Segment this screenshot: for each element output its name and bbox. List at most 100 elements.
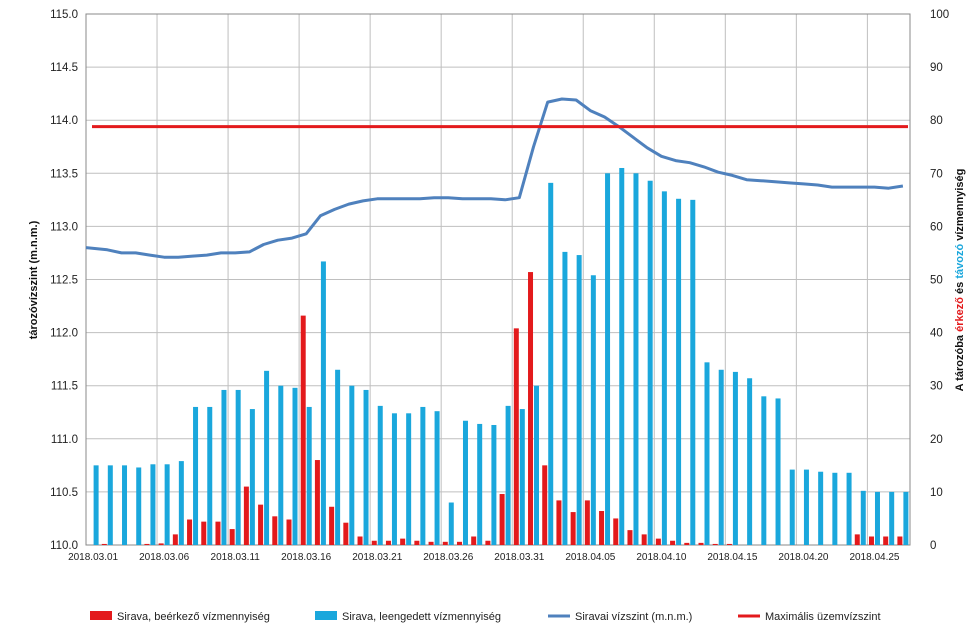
outflow-bar <box>903 491 909 545</box>
right-axis-title-part: vízmennyiség <box>954 169 966 244</box>
outflow-bar <box>789 469 795 545</box>
inflow-bar <box>854 534 860 545</box>
left-tick-label: 115.0 <box>50 9 78 21</box>
inflow-bar <box>357 536 363 545</box>
legend-swatch <box>315 611 337 620</box>
inflow-bar <box>371 540 377 545</box>
right-axis-title-part: érkező <box>954 297 966 332</box>
inflow-bar <box>428 541 434 545</box>
outflow-bar <box>462 420 468 545</box>
right-axis-title-part: A tározóba <box>954 332 966 392</box>
outflow-bar <box>221 389 227 545</box>
left-tick-label: 111.5 <box>51 381 78 393</box>
inflow-bar <box>442 541 448 545</box>
outflow-bar <box>803 469 809 545</box>
right-tick-label: 0 <box>930 540 936 552</box>
x-tick-label: 2018.03.21 <box>352 552 402 563</box>
right-tick-label: 50 <box>930 275 943 287</box>
inflow-bar <box>684 542 690 545</box>
inflow-bar <box>385 540 391 545</box>
outflow-bar <box>235 389 241 545</box>
outflow-bar <box>391 413 397 545</box>
outflow-bar <box>193 406 199 545</box>
outflow-bar <box>548 182 554 545</box>
right-tick-label: 90 <box>930 62 943 74</box>
outflow-bar <box>491 424 497 545</box>
outflow-bar <box>249 409 255 545</box>
right-tick-label: 40 <box>930 328 943 340</box>
outflow-bar <box>690 199 696 545</box>
outflow-bar <box>136 467 142 545</box>
left-tick-label: 114.0 <box>50 115 78 127</box>
inflow-bar <box>542 465 548 545</box>
left-tick-label: 113.5 <box>50 168 78 180</box>
inflow-bar <box>229 529 235 545</box>
legend-label: Maximális üzemvízszint <box>765 611 881 623</box>
right-tick-label: 20 <box>930 434 943 446</box>
outflow-bar <box>704 362 710 545</box>
outflow-bar <box>846 472 852 545</box>
outflow-bar <box>718 369 724 545</box>
outflow-bar <box>434 411 440 545</box>
outflow-bar <box>747 378 753 545</box>
inflow-bar <box>187 519 193 545</box>
inflow-bar <box>243 486 249 545</box>
legend-label: Siravai vízszint (m.n.m.) <box>575 611 692 623</box>
outflow-bar <box>633 173 639 546</box>
inflow-bar <box>627 530 633 545</box>
outflow-bar <box>647 180 653 545</box>
x-tick-label: 2018.03.06 <box>139 552 189 563</box>
inflow-bar <box>300 315 306 545</box>
outflow-bar <box>278 385 284 545</box>
outflow-bar <box>818 471 824 545</box>
outflow-bar <box>761 396 767 545</box>
outflow-bar <box>406 413 412 545</box>
outflow-bar <box>590 275 596 545</box>
right-tick-label: 60 <box>930 221 943 233</box>
outflow-bar <box>320 261 326 545</box>
right-tick-label: 10 <box>930 487 943 499</box>
inflow-bar <box>343 522 349 545</box>
x-tick-label: 2018.03.31 <box>494 552 544 563</box>
right-axis-title-part: és <box>954 279 966 297</box>
outflow-bar <box>619 167 625 546</box>
outflow-bar <box>889 491 895 545</box>
outflow-bar <box>832 472 838 545</box>
bar-series-group <box>93 167 909 546</box>
inflow-bar <box>172 534 178 545</box>
left-tick-label: 114.5 <box>50 62 78 74</box>
inflow-bar <box>613 518 619 545</box>
x-tick-label: 2018.04.20 <box>778 552 828 563</box>
outflow-bar <box>107 465 113 545</box>
inflow-bar <box>726 543 732 545</box>
outflow-bar <box>335 369 341 545</box>
left-tick-label: 110.5 <box>50 487 78 499</box>
x-tick-label: 2018.04.05 <box>565 552 615 563</box>
left-tick-label: 111.0 <box>51 434 78 446</box>
outflow-bar <box>534 385 540 545</box>
left-tick-label: 110.0 <box>50 540 78 552</box>
outflow-bar <box>477 423 483 545</box>
inflow-bar <box>144 543 150 545</box>
outflow-bar <box>292 387 298 545</box>
inflow-bar <box>513 328 519 545</box>
inflow-bar <box>158 543 164 545</box>
inflow-bar <box>400 538 406 545</box>
outflow-bar <box>576 255 582 545</box>
legend-label: Sirava, leengedett vízmennyiség <box>342 611 501 623</box>
x-axis-ticks: 2018.03.01 2018.03.06 2018.03.11 2018.03.16… <box>68 552 900 563</box>
inflow-bar <box>329 506 335 545</box>
outflow-bar <box>732 371 738 545</box>
outflow-bar <box>363 389 369 545</box>
outflow-bar <box>178 461 184 545</box>
outflow-bar <box>874 491 880 545</box>
outflow-bar <box>264 370 270 545</box>
right-axis-ticks: 0 10 20 30 40 50 60 70 80 90 100 <box>930 9 949 552</box>
inflow-bar <box>584 500 590 545</box>
inflow-bar <box>556 500 562 545</box>
inflow-bar <box>215 521 221 545</box>
right-tick-label: 30 <box>930 381 943 393</box>
x-tick-label: 2018.03.26 <box>423 552 473 563</box>
inflow-bar <box>570 512 576 545</box>
x-tick-label: 2018.04.25 <box>849 552 899 563</box>
